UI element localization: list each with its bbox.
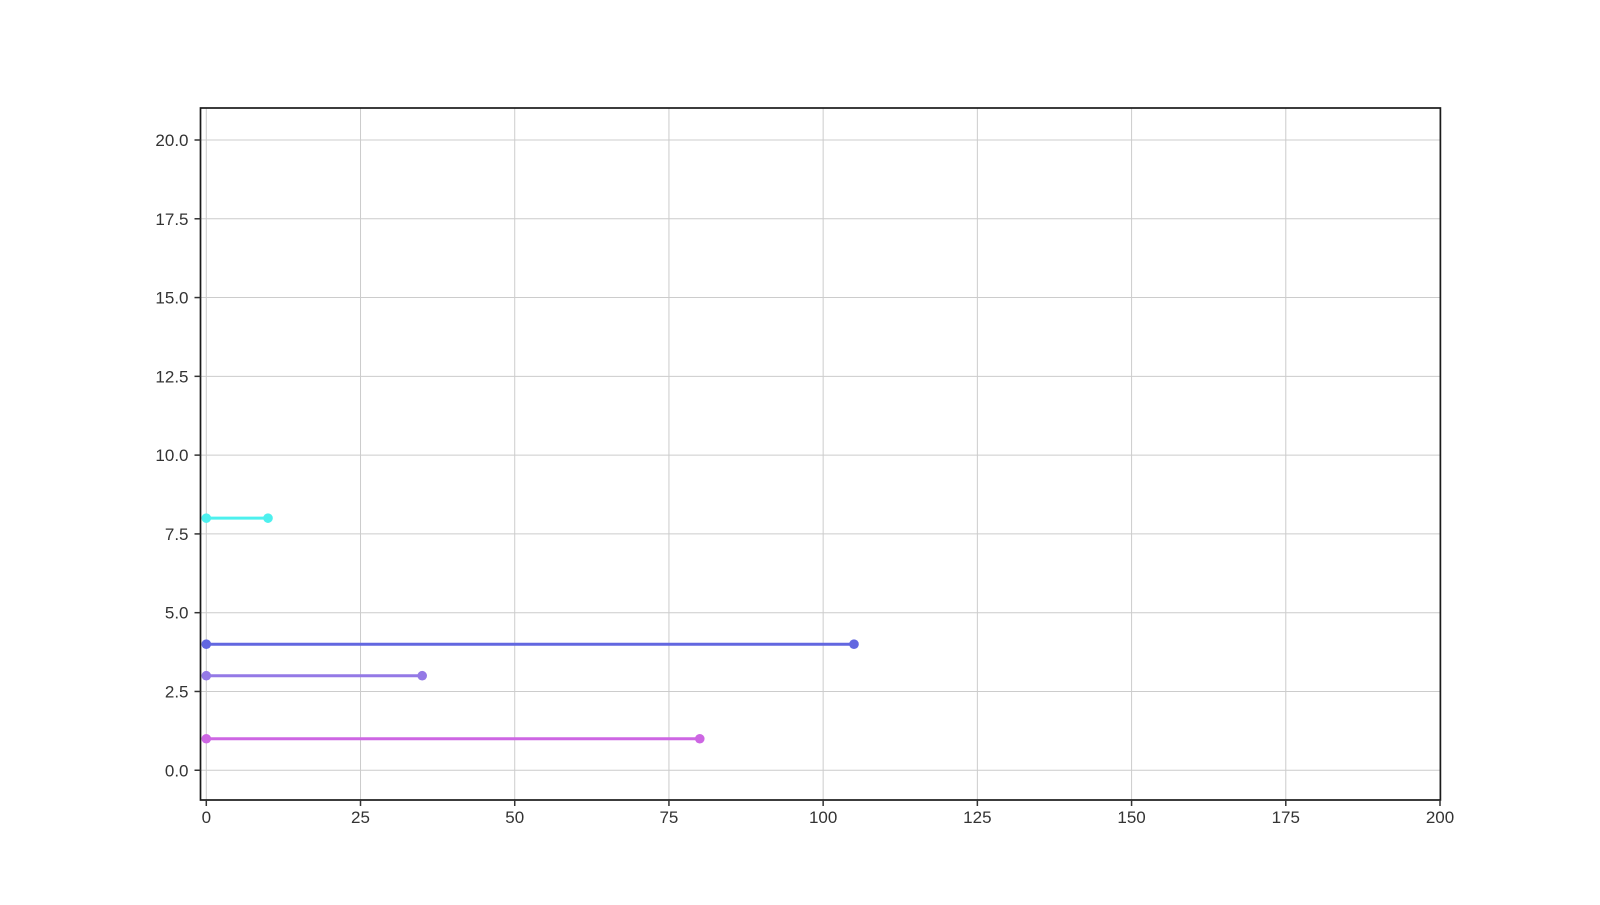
svg-text:7.5: 7.5 bbox=[165, 525, 189, 544]
svg-text:50: 50 bbox=[505, 808, 524, 827]
svg-text:200: 200 bbox=[1426, 808, 1454, 827]
svg-text:15.0: 15.0 bbox=[155, 289, 188, 308]
svg-text:10.0: 10.0 bbox=[155, 446, 188, 465]
svg-text:12.5: 12.5 bbox=[155, 367, 188, 386]
svg-text:75: 75 bbox=[659, 808, 678, 827]
svg-text:175: 175 bbox=[1272, 808, 1300, 827]
svg-text:125: 125 bbox=[963, 808, 991, 827]
svg-text:0: 0 bbox=[202, 808, 211, 827]
svg-text:150: 150 bbox=[1117, 808, 1145, 827]
svg-text:5.0: 5.0 bbox=[165, 604, 189, 623]
svg-text:25: 25 bbox=[351, 808, 370, 827]
svg-text:2.5: 2.5 bbox=[165, 682, 189, 701]
svg-text:20.0: 20.0 bbox=[155, 131, 188, 150]
svg-text:17.5: 17.5 bbox=[155, 210, 188, 229]
svg-text:0.0: 0.0 bbox=[165, 761, 189, 780]
svg-text:100: 100 bbox=[809, 808, 837, 827]
